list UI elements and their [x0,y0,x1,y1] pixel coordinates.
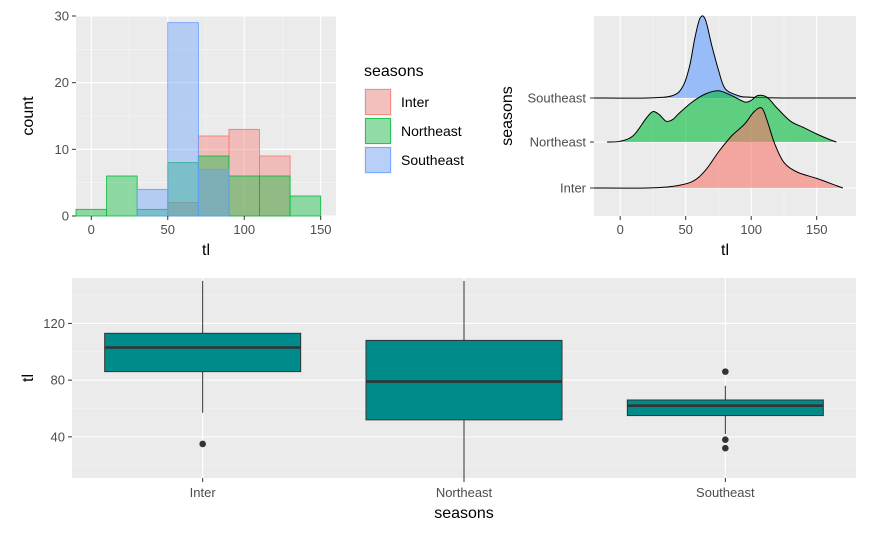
ridgeline-y-tick-label-southeast: Southeast [527,91,586,106]
histogram-bar-northeast [75,208,107,217]
legend-label-northeast: Northeast [401,123,462,139]
legend-key-background [364,146,392,174]
legend-swatch-inter [365,89,391,115]
ridgeline-outline-northeast [607,90,837,143]
boxplot-box-inter [104,332,302,373]
boxplot-outlier-southeast [722,368,729,375]
boxplot-y-tick-label: 120 [43,316,65,331]
legend-label-inter: Inter [401,94,429,110]
histogram-bar-northeast [259,175,291,217]
ridgeline-area-northeast [607,90,837,142]
ridgeline-outline-southeast [593,15,857,99]
legend-key-background [364,117,392,145]
histogram-y-tick-label: 0 [62,209,69,224]
ridgeline-x-tick-label: 150 [806,222,828,237]
ridgeline-x-tick-label: 50 [678,222,692,237]
ridgeline-x-tick-label: 100 [740,222,762,237]
histogram-bar-northeast [289,195,322,217]
boxplot-x-tick-label-southeast: Southeast [696,485,755,500]
boxplot-x-tick-label-northeast: Northeast [436,485,493,500]
ridgeline-chart: 0 50 100 150 Inter Northeast Southeast tl seas… [499,15,857,259]
legend-key-background [364,88,392,116]
legend-title: seasons [364,63,424,80]
histogram-bar-northeast [106,175,138,217]
histogram-x-tick-label: 100 [233,222,255,237]
legend-swatch-northeast [365,118,391,144]
ridgeline-y-tick-label-northeast: Northeast [530,135,587,150]
ridgeline-area-inter [594,107,843,189]
legend-swatch-southeast [365,147,391,173]
histogram-bar-inter [259,155,291,217]
boxplot-marks [104,280,824,480]
boxplot-box-northeast [365,339,563,421]
histogram-bar-inter [228,128,260,217]
histogram-y-tick-label: 30 [55,9,69,24]
boxplot-ticks: 40 80 120 Inter Northeast Southeast [43,316,755,500]
ridgeline-x-tick-label: 0 [617,222,624,237]
boxplot-x-axis-title: seasons [434,505,494,522]
boxplot-y-tick-label: 40 [51,429,65,444]
histogram-ticks: 0 50 100 150 0 10 20 30 [55,9,332,238]
legend-label-southeast: Southeast [401,152,464,168]
histogram-bar-southeast [167,22,199,217]
histogram-y-axis-title: count [20,96,37,136]
histogram-x-tick-label: 0 [88,222,95,237]
boxplot-outlier-southeast [722,436,729,444]
histogram-bar-northeast [197,155,230,217]
histogram-y-tick-label: 10 [55,142,69,157]
boxplot-outlier-inter [199,440,206,448]
boxplot-chart: 40 80 120 Inter Northeast Southeast seasons t… [20,278,856,522]
ridgeline-areas [593,15,857,189]
boxplot-outlier-southeast [722,444,729,452]
boxplot-x-tick-label-inter: Inter [190,485,217,500]
histogram-bar-southeast [136,188,169,217]
boxplot-y-tick-label: 80 [51,373,65,388]
ridgeline-x-axis-title: tl [721,242,729,259]
histogram-bar-southeast [197,168,230,217]
legend-items: Inter Northeast Southeast [364,88,464,174]
ridgeline-y-axis-title: seasons [499,86,516,146]
ridgeline-outline-inter [593,107,844,189]
histogram-x-tick-label: 50 [161,222,175,237]
histogram-chart: 0 50 100 150 0 10 20 30 tl count [20,9,336,259]
histogram-x-axis-title: tl [202,242,210,259]
legend: seasons Inter Northeast Southeast [364,63,464,174]
ridgeline-ticks: 0 50 100 150 Inter Northeast Southeast [527,91,827,238]
histogram-x-tick-label: 150 [310,222,332,237]
ridgeline-y-tick-label-inter: Inter [560,181,587,196]
histogram-bars [75,22,322,217]
histogram-y-tick-label: 20 [55,75,69,90]
boxplot-box-southeast [626,399,824,417]
histogram-bar-northeast [228,175,260,217]
boxplot-y-axis-title: tl [20,374,37,382]
